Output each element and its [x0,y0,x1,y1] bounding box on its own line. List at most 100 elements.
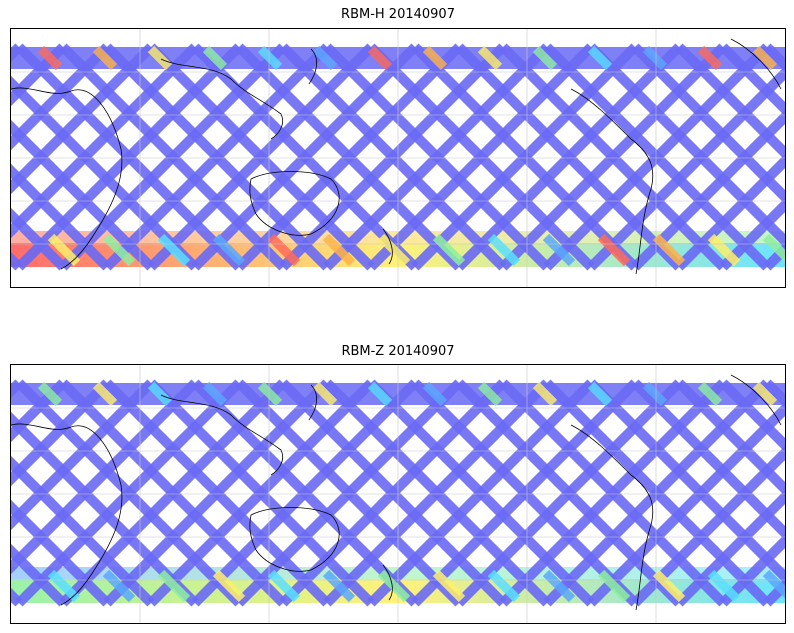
track-ascending [675,43,785,161]
track-accent-south [212,233,246,267]
track-accent-north [92,45,118,71]
track-descending [11,43,111,151]
track-accent-south [157,569,191,603]
track-accent-north [587,381,613,407]
track-accent-south [762,569,785,599]
track-accent-south [487,233,521,267]
track-descending [11,379,111,487]
track-descending [59,43,287,271]
track-descending [587,401,785,607]
track-accent-south [267,569,301,603]
track-descending [719,197,785,271]
track-descending [235,379,463,607]
track-accent-south [322,569,356,603]
track-descending [587,65,785,271]
track-accent-south [377,569,411,603]
track-accent-south [377,233,411,267]
track-accent-south [542,569,576,603]
track-descending [147,379,375,607]
track-descending [191,43,419,271]
track-accent-south [47,233,81,267]
track-accent-north [257,45,283,71]
track-accent-north [587,45,613,71]
track-accent-north [477,381,503,407]
track-descending [279,43,507,271]
track-accent-south [212,569,246,603]
track-accent-north [92,381,118,407]
track-accent-north [147,381,173,407]
track-descending [191,379,419,607]
track-descending [411,379,639,607]
japan-coastline [308,48,318,85]
track-descending [147,43,375,271]
track-accent-south [157,233,191,267]
track-descending [235,43,463,271]
track-descending [411,43,639,271]
track-descending [367,379,595,607]
track-accent-north [697,45,723,71]
track-ascending [11,543,67,607]
track-accent-south [432,233,466,267]
track-accent-south [47,569,81,603]
track-descending [543,379,771,607]
track-accent-north [642,45,668,71]
track-accent-north [422,381,448,407]
map-panel-bottom [10,364,786,624]
australia-coastline [249,171,340,236]
track-accent-north [697,381,723,407]
map-panel-top [10,28,786,288]
track-descending [323,43,551,271]
track-accent-north [37,45,63,71]
track-accent-north [752,381,778,407]
track-accent-south [597,569,631,603]
new-zealand-coastline [382,564,393,601]
track-ascending [11,207,67,271]
track-accent-north [477,45,503,71]
track-descending [719,533,785,607]
track-accent-south [487,569,521,603]
track-accent-north [312,45,338,71]
track-accent-south [707,569,741,603]
africa-coastline [11,87,123,270]
track-accent-north [752,45,778,71]
africa-coastline [11,423,123,606]
track-accent-north [147,45,173,71]
track-accent-south [322,233,356,267]
track-descending [323,379,551,607]
track-descending [499,43,727,271]
track-accent-south [267,233,301,267]
track-accent-north [37,381,63,407]
americas-coastline [570,424,654,611]
track-accent-south [432,569,466,603]
asia-coastline [160,394,284,476]
track-accent-north [202,381,228,407]
track-accent-south [762,233,785,263]
track-descending [543,43,771,271]
track-accent-north [642,381,668,407]
track-ascending [719,43,785,117]
track-descending [11,43,199,239]
track-descending [455,379,683,607]
track-descending [103,43,331,271]
coastlines [11,38,782,275]
track-descending [675,489,785,607]
europe-coastline [730,38,782,90]
europe-coastline [730,374,782,426]
track-descending [279,379,507,607]
track-descending [675,153,785,271]
track-accent-north [532,381,558,407]
track-ascending [719,379,785,453]
new-zealand-coastline [382,228,393,265]
track-descending [11,379,67,443]
satellite-track-map-bottom [11,365,785,623]
track-accent-south [707,233,741,267]
gridlines [11,29,785,287]
track-descending [15,379,243,607]
track-descending [15,43,243,271]
track-accent-south [652,569,686,603]
track-descending [499,379,727,607]
track-accent-south [102,233,136,267]
track-accent-north [257,381,283,407]
track-descending [455,43,683,271]
track-descending [103,379,331,607]
